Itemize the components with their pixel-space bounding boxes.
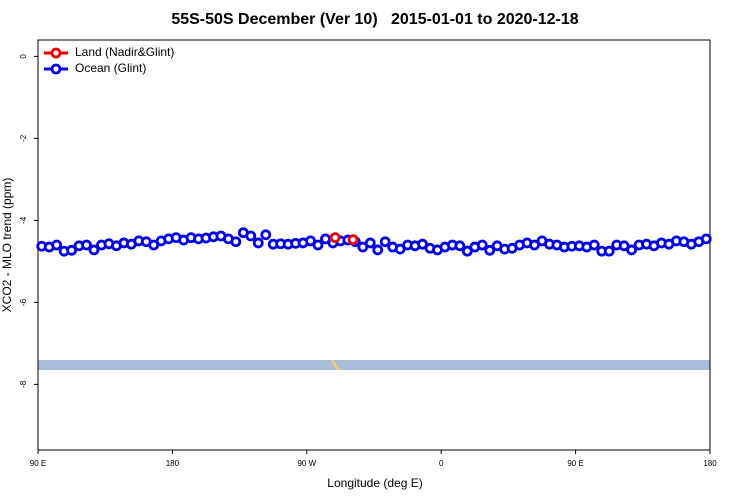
point <box>454 240 466 252</box>
surface-band <box>38 360 710 370</box>
land-mark <box>331 360 340 370</box>
point <box>329 232 341 244</box>
x-tick-label: 180 <box>703 459 717 468</box>
legend-label: Ocean (Glint) <box>75 61 146 75</box>
point <box>245 230 257 242</box>
y-axis-title: XCO2 - MLO trend (ppm) <box>0 178 14 313</box>
x-tick-label: 90 E <box>567 459 583 468</box>
y-tick-label: -8 <box>19 380 28 388</box>
point <box>379 236 391 248</box>
legend-marker <box>50 63 62 75</box>
x-tick-label: 0 <box>439 459 444 468</box>
point <box>260 229 272 241</box>
x-tick-label: 180 <box>166 459 180 468</box>
point <box>252 237 264 249</box>
point <box>347 234 359 246</box>
legend-marker <box>50 47 62 59</box>
point <box>372 244 384 256</box>
legend-label: Land (Nadir&Glint) <box>75 45 174 59</box>
chart-title: 55S-50S December (Ver 10) 2015-01-01 to … <box>171 11 578 28</box>
point <box>81 239 92 251</box>
point <box>312 239 324 251</box>
x-axis-title: Longitude (deg E) <box>327 476 422 490</box>
y-tick-label: -4 <box>19 216 28 224</box>
point <box>588 239 600 251</box>
point <box>484 244 496 256</box>
point <box>230 236 242 248</box>
y-tick-label: 0 <box>19 54 28 59</box>
x-tick-label: 90 E <box>30 459 46 468</box>
y-tick-label: -6 <box>19 298 28 306</box>
point <box>603 245 615 257</box>
point <box>476 239 488 251</box>
point <box>88 244 100 256</box>
point <box>626 244 637 256</box>
point <box>66 244 77 256</box>
point <box>364 237 376 249</box>
x-tick-label: 90 W <box>297 459 316 468</box>
y-tick-label: -2 <box>19 134 28 142</box>
point <box>51 239 63 251</box>
point <box>700 233 712 245</box>
